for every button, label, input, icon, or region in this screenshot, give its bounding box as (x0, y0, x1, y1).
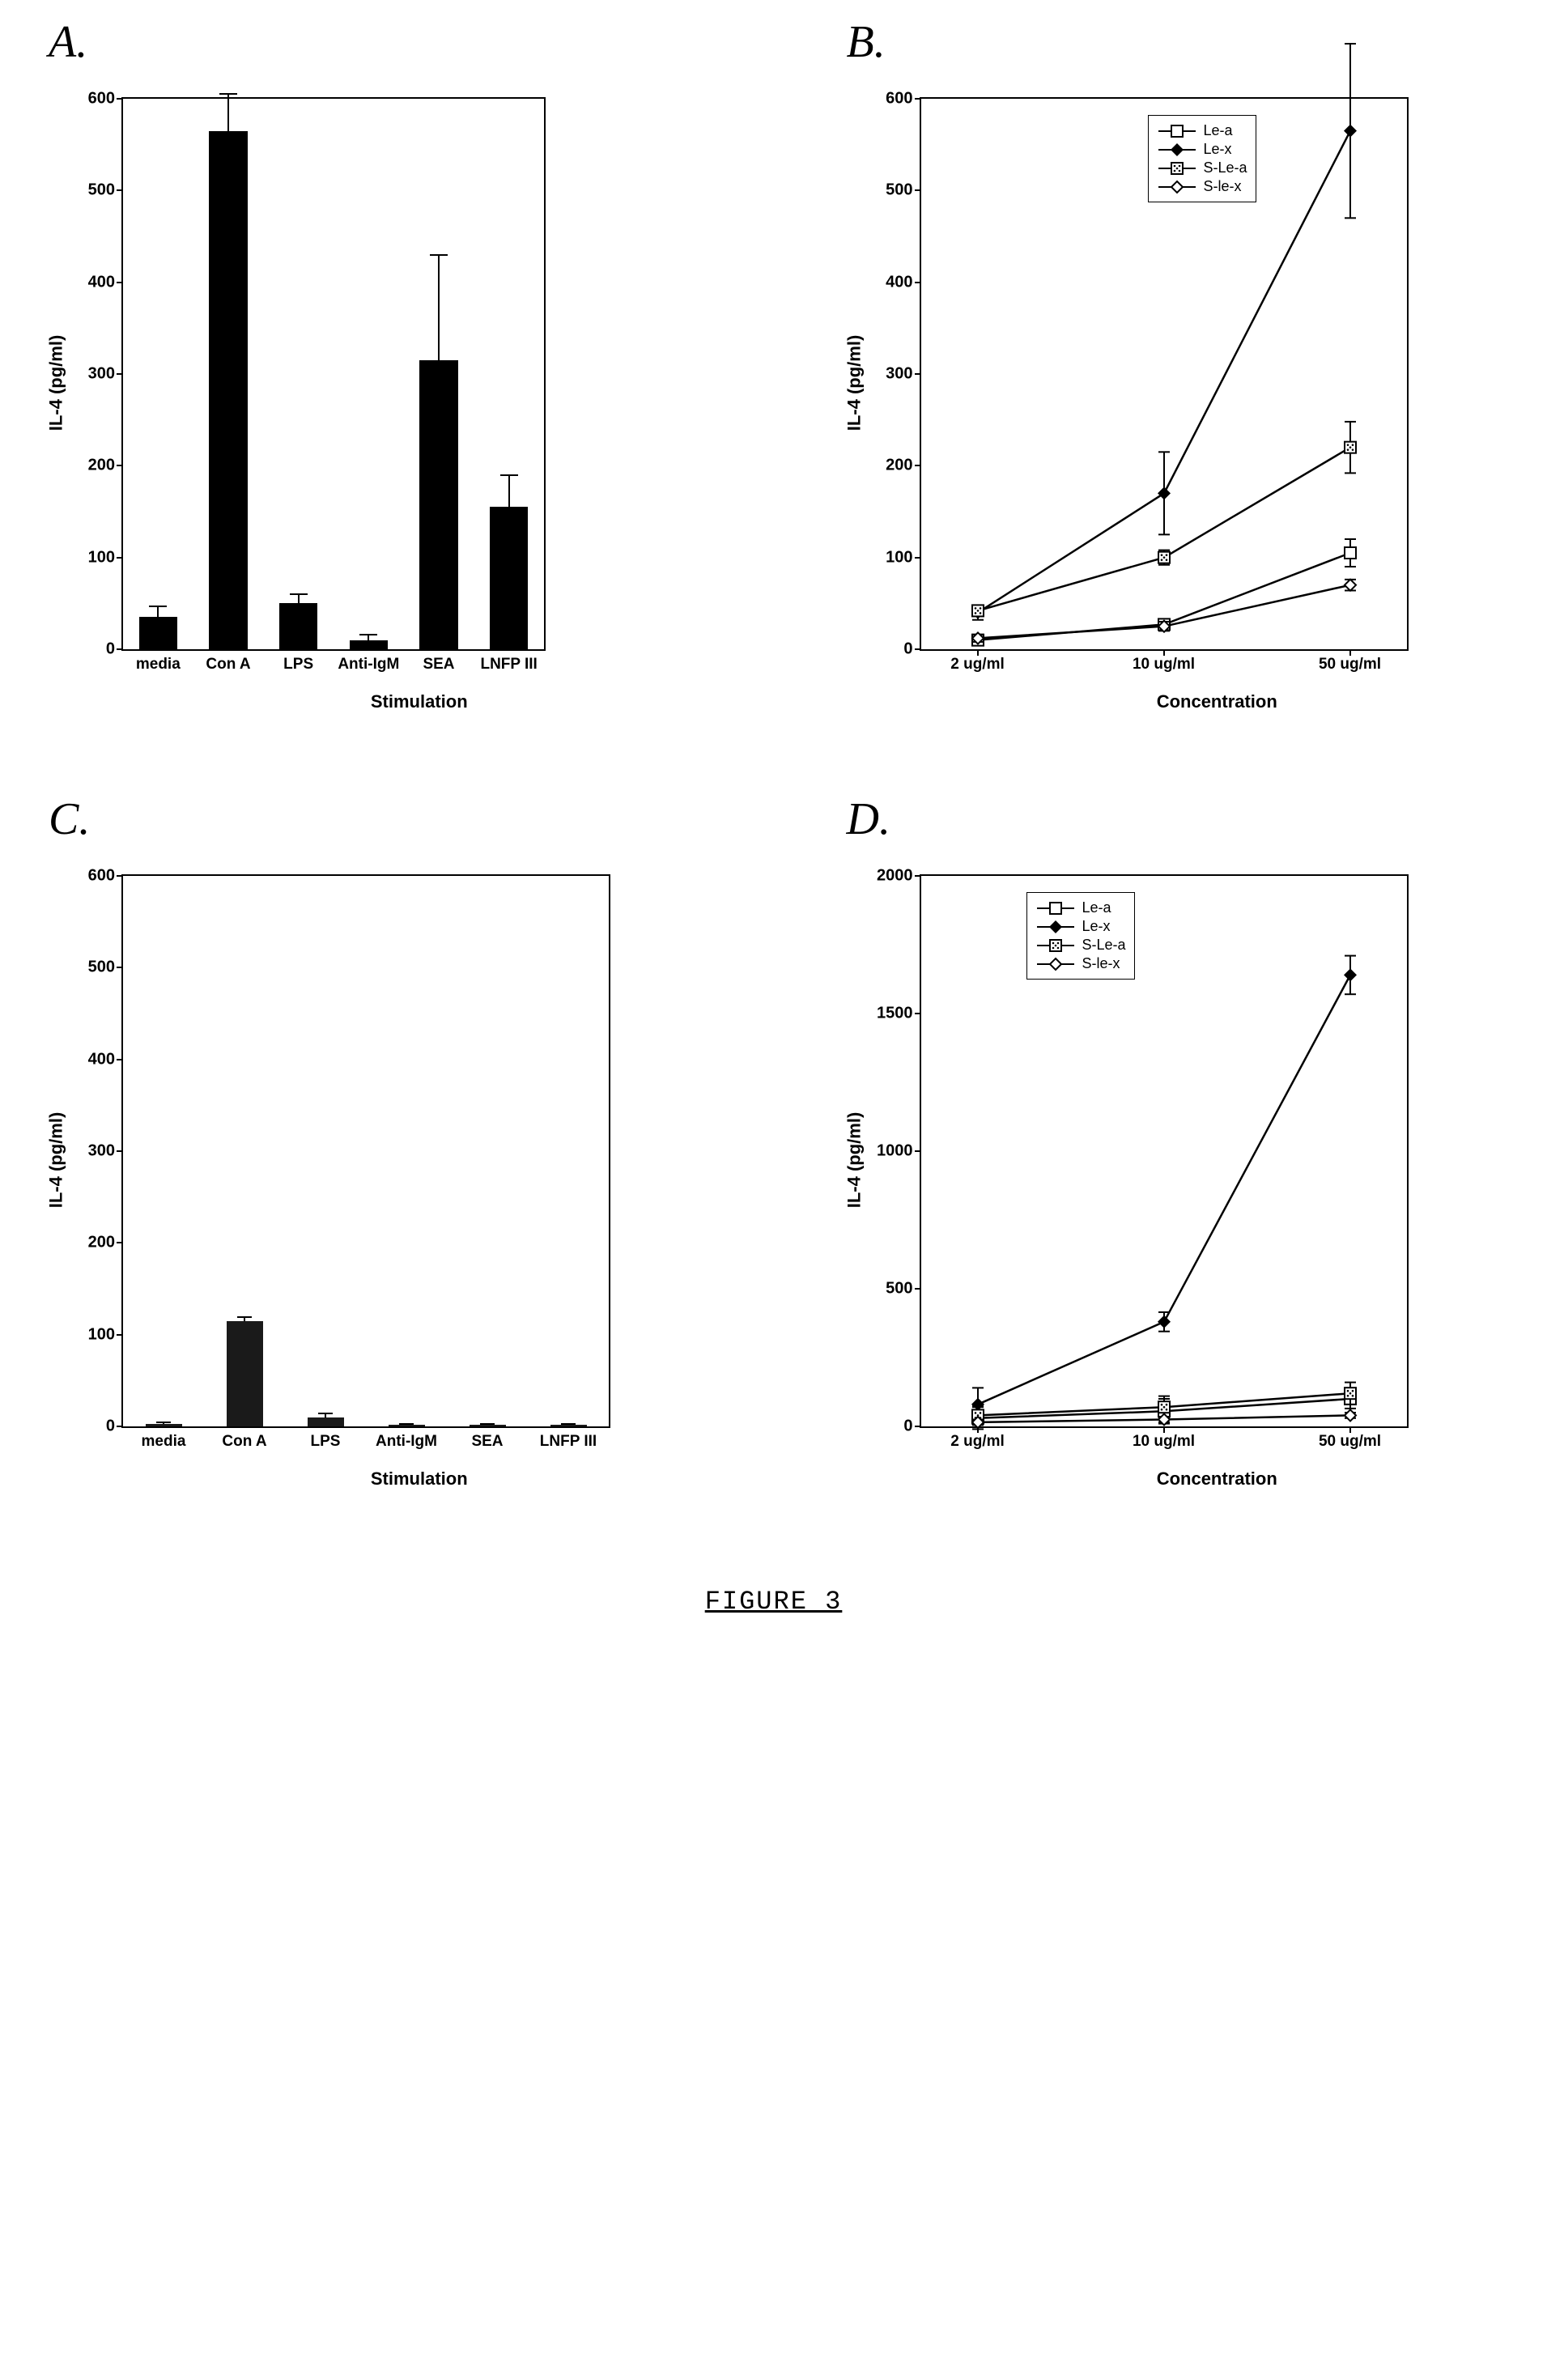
panel-c-xlabel: Stimulation (121, 1468, 717, 1490)
x-tick-label: LNFP III (540, 1426, 597, 1451)
legend-label: Le-x (1082, 918, 1111, 935)
bar (209, 131, 248, 649)
panel-c-label: C. (49, 793, 90, 845)
bar (139, 617, 178, 649)
panel-d-label: D. (847, 793, 890, 845)
panel-a-label: A. (49, 16, 87, 68)
bar (350, 640, 389, 649)
legend-label: S-Le-a (1204, 159, 1247, 176)
x-tick-label: Anti-IgM (338, 649, 399, 674)
bar (279, 603, 318, 649)
panel-d-xlabel: Concentration (920, 1468, 1515, 1490)
legend: Le-a Le-x S-Le-aS-le-x (1026, 892, 1135, 980)
legend-row: Le-a (1035, 899, 1126, 916)
panel-a: A. IL-4 (pg/ml) 0100200300400500600media… (32, 32, 717, 712)
panel-b-plotbox: 01002003004005006002 ug/ml10 ug/ml50 ug/… (920, 97, 1409, 651)
panel-c-plot: IL-4 (pg/ml) 0100200300400500600mediaCon… (121, 874, 717, 1490)
bar (419, 360, 458, 649)
legend-label: Le-a (1204, 122, 1233, 139)
x-tick-label: media (142, 1426, 186, 1451)
x-tick-label: Con A (206, 649, 250, 674)
x-tick-label: SEA (423, 649, 454, 674)
bar (146, 1424, 182, 1426)
bar (308, 1417, 344, 1426)
panel-b: B. IL-4 (pg/ml) 01002003004005006002 ug/… (831, 32, 1515, 712)
panel-b-label: B. (847, 16, 886, 68)
panel-d-plotbox: 05001000150020002 ug/ml10 ug/ml50 ug/mlL… (920, 874, 1409, 1428)
panel-b-ylabel: IL-4 (pg/ml) (844, 335, 865, 431)
legend-label: S-Le-a (1082, 937, 1126, 954)
panel-a-xlabel: Stimulation (121, 691, 717, 712)
x-tick-label: LPS (311, 1426, 341, 1451)
series-line (978, 131, 1350, 613)
legend-row: S-Le-a (1157, 159, 1247, 176)
bar (550, 1425, 587, 1426)
panel-c-ylabel: IL-4 (pg/ml) (45, 1112, 66, 1209)
panel-b-xlabel: Concentration (920, 691, 1515, 712)
panel-d-ylabel: IL-4 (pg/ml) (844, 1112, 865, 1209)
legend-row: S-Le-a (1035, 937, 1126, 954)
figure-grid: A. IL-4 (pg/ml) 0100200300400500600media… (32, 32, 1515, 1490)
x-tick-label: Anti-IgM (376, 1426, 437, 1451)
legend-label: S-le-x (1082, 955, 1120, 972)
legend-row: S-le-x (1035, 955, 1126, 972)
legend: Le-a Le-xS-Le-a S-le-x (1148, 115, 1256, 202)
panel-d: D. IL-4 (pg/ml) 05001000150020002 ug/ml1… (831, 810, 1515, 1490)
panel-c-plotbox: 0100200300400500600mediaCon ALPSAnti-IgM… (121, 874, 610, 1428)
bar (227, 1321, 263, 1426)
panel-a-plot: IL-4 (pg/ml) 0100200300400500600mediaCon… (121, 97, 717, 712)
panel-a-plotbox: 0100200300400500600mediaCon ALPSAnti-IgM… (121, 97, 546, 651)
bar (490, 507, 529, 649)
legend-row: Le-x (1157, 141, 1247, 158)
panel-a-ylabel: IL-4 (pg/ml) (45, 335, 66, 431)
legend-label: Le-a (1082, 899, 1111, 916)
panel-d-plot: IL-4 (pg/ml) 05001000150020002 ug/ml10 u… (920, 874, 1515, 1490)
bar (389, 1425, 425, 1426)
x-tick-label: SEA (471, 1426, 503, 1451)
legend-label: Le-x (1204, 141, 1232, 158)
x-tick-label: media (136, 649, 181, 674)
x-tick-label: LNFP III (480, 649, 537, 674)
panel-b-plot: IL-4 (pg/ml) 01002003004005006002 ug/ml1… (920, 97, 1515, 712)
bar (470, 1425, 506, 1426)
series-line (978, 975, 1350, 1404)
legend-row: Le-x (1035, 918, 1126, 935)
panel-c: C. IL-4 (pg/ml) 0100200300400500600media… (32, 810, 717, 1490)
x-tick-label: LPS (283, 649, 313, 674)
legend-row: Le-a (1157, 122, 1247, 139)
legend-label: S-le-x (1204, 178, 1242, 195)
figure-caption: FIGURE 3 (32, 1587, 1515, 1617)
legend-row: S-le-x (1157, 178, 1247, 195)
x-tick-label: Con A (222, 1426, 266, 1451)
